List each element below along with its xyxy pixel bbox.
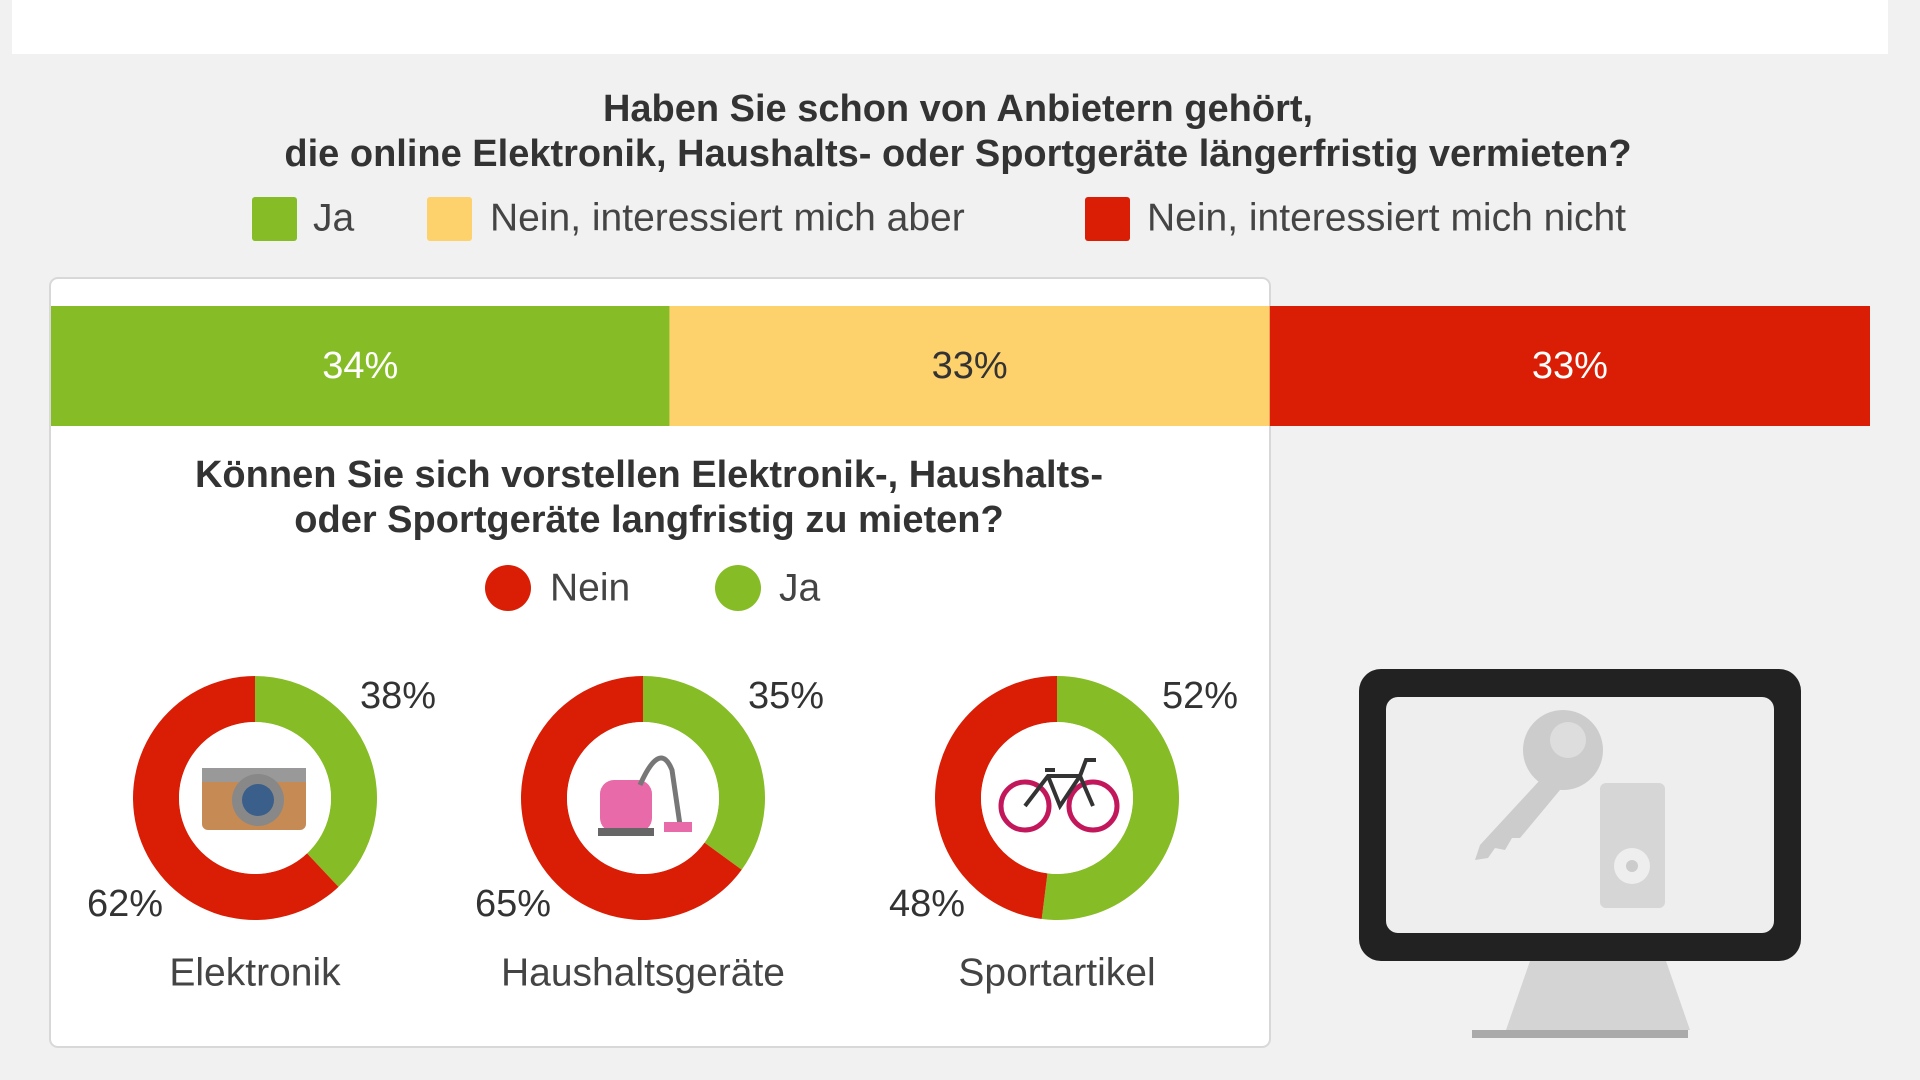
value-label: 65% (475, 883, 551, 925)
bar-label: 33% (1532, 345, 1608, 387)
category-label: Elektronik (169, 951, 341, 994)
legend-swatch (252, 197, 297, 241)
bar-segment (51, 306, 670, 426)
category-label: Sportartikel (958, 951, 1155, 994)
legend-label: Nein (550, 566, 630, 609)
donut-segment (255, 676, 377, 887)
donut-segment (935, 676, 1057, 920)
bar-segment (669, 306, 1270, 426)
vacuum-body (600, 780, 652, 832)
legend-label: Ja (313, 196, 355, 239)
legend-label: Nein, interessiert mich nicht (1147, 196, 1626, 239)
donut-segment (643, 676, 765, 870)
bike-wheel (998, 779, 1052, 833)
value-label: 62% (87, 883, 163, 925)
bike-wheel (1066, 779, 1120, 833)
title: die online Elektronik, Haushalts- oder S… (284, 133, 1631, 175)
title: Haben Sie schon von Anbietern gehört, (603, 88, 1313, 130)
vacuum-icon (598, 755, 692, 836)
camera-lens-inner (242, 784, 274, 816)
subtitle: oder Sportgeräte langfristig zu mieten? (294, 499, 1003, 541)
bike-frame (1023, 758, 1096, 811)
legend-swatch (427, 197, 472, 241)
bike-icon (998, 758, 1120, 833)
bar-segment (1269, 306, 1870, 426)
value-label: 52% (1162, 675, 1238, 717)
bar-label: 34% (322, 345, 398, 387)
monitor-icon (1359, 669, 1801, 1038)
legend-swatch (1085, 197, 1130, 241)
vacuum-hose (637, 755, 683, 826)
value-label: 38% (360, 675, 436, 717)
legend-label: Ja (779, 566, 821, 609)
value-label: 48% (889, 883, 965, 925)
vacuum-base (598, 828, 654, 836)
legend-label: Nein, interessiert mich aber (490, 196, 965, 239)
top-strip (12, 0, 1888, 54)
legend-dot (715, 565, 761, 611)
donut-segment (132, 676, 339, 920)
legend-dot (485, 565, 531, 611)
bar-label: 33% (932, 345, 1008, 387)
donut-segment (1041, 676, 1179, 920)
category-label: Haushaltsgeräte (501, 951, 785, 994)
subtitle: Können Sie sich vorstellen Elektronik-, … (195, 454, 1103, 496)
value-label: 35% (748, 675, 824, 717)
donut-segment (520, 676, 742, 920)
camera-icon (202, 768, 306, 830)
vacuum-head (664, 822, 692, 832)
